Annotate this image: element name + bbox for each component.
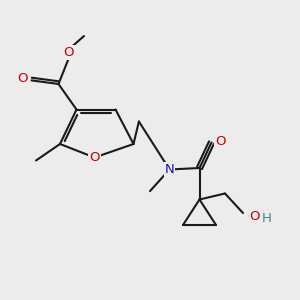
Text: N: N [165,163,174,176]
Text: O: O [250,209,260,223]
Text: O: O [17,72,28,86]
Text: H: H [262,212,272,225]
Text: O: O [89,151,100,164]
Text: O: O [64,46,74,59]
Text: O: O [215,134,226,148]
